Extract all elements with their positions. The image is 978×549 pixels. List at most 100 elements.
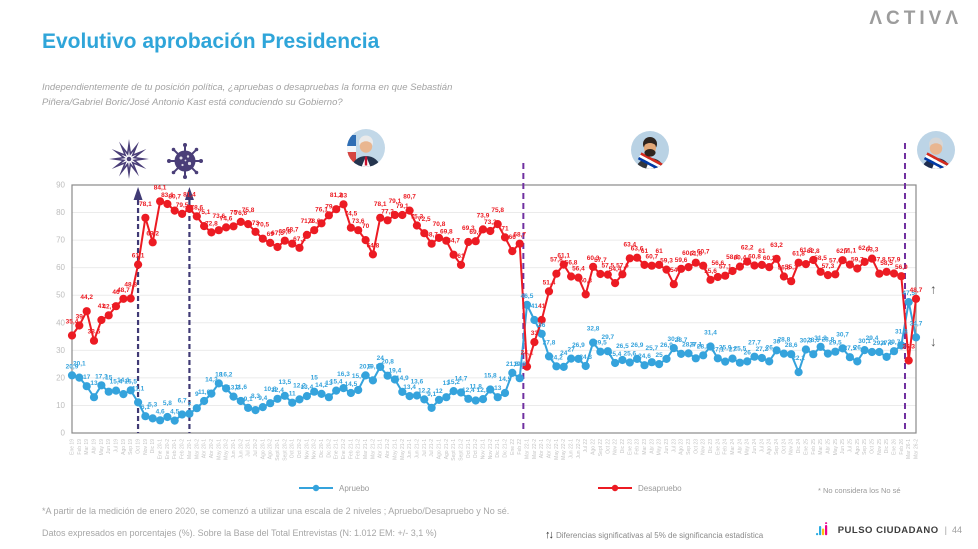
svg-text:20,9: 20,9: [359, 363, 372, 370]
svg-text:11,1: 11,1: [132, 385, 145, 392]
svg-text:Mar 22-2: Mar 22-2: [532, 439, 538, 459]
svg-text:28,8: 28,8: [778, 337, 791, 344]
svg-text:Dic 25: Dic 25: [884, 439, 890, 453]
svg-text:Ene 25: Ene 25: [803, 439, 809, 455]
svg-text:10,8: 10,8: [264, 386, 277, 393]
legend-item-apruebo: Apruebo: [298, 483, 369, 493]
svg-text:Oct 21-1: Oct 21-1: [466, 439, 472, 458]
svg-text:Sep 24: Sep 24: [774, 439, 780, 455]
svg-text:13: 13: [443, 380, 451, 387]
pulso-ciudadano-logo: PULSO CIUDADANO | 44: [815, 522, 962, 538]
svg-text:61: 61: [655, 248, 663, 255]
svg-text:69,8: 69,8: [278, 229, 291, 236]
svg-text:22,1: 22,1: [792, 355, 805, 362]
svg-text:33,5: 33,5: [88, 329, 101, 336]
svg-text:57,6: 57,6: [616, 262, 629, 269]
svg-text:13,6: 13,6: [411, 379, 424, 386]
svg-text:79: 79: [325, 203, 333, 210]
svg-text:May 19: May 19: [99, 439, 105, 456]
svg-text:Abr 25: Abr 25: [825, 439, 831, 454]
svg-text:39: 39: [76, 314, 84, 321]
svg-text:61,3: 61,3: [800, 247, 813, 254]
svg-text:Sept 22: Sept 22: [598, 439, 604, 456]
svg-text:Abr 24: Abr 24: [737, 439, 743, 454]
svg-text:33: 33: [531, 330, 539, 337]
svg-text:12,4: 12,4: [271, 387, 284, 394]
svg-text:83,1: 83,1: [161, 192, 174, 199]
svg-text:75,3: 75,3: [411, 214, 424, 221]
svg-text:Abr 23: Abr 23: [649, 439, 655, 454]
svg-text:13,4: 13,4: [301, 384, 314, 391]
svg-text:62,8: 62,8: [807, 248, 820, 255]
svg-text:Nov 25: Nov 25: [877, 439, 883, 455]
svg-text:72,5: 72,5: [418, 216, 431, 223]
svg-text:54,4: 54,4: [609, 266, 622, 273]
svg-text:Feb 19: Feb 19: [77, 439, 83, 455]
svg-text:Sep 19: Sep 19: [128, 439, 134, 455]
svg-text:32,8: 32,8: [587, 326, 600, 333]
svg-text:27,1: 27,1: [711, 346, 724, 353]
footnote-scale: *A partir de la medición de enero 2020, …: [42, 506, 510, 516]
svg-text:12,2: 12,2: [293, 382, 306, 389]
svg-text:25,4: 25,4: [609, 351, 622, 358]
desapruebo-labels: 35,43944,233,54142,74648,748,861,178,169…: [66, 184, 923, 356]
svg-text:79,1: 79,1: [396, 203, 409, 210]
svg-text:15: 15: [105, 375, 113, 382]
svg-text:12,2: 12,2: [418, 387, 431, 394]
svg-text:67,5: 67,5: [271, 230, 284, 237]
svg-text:13,5: 13,5: [278, 379, 291, 386]
svg-text:28,9: 28,9: [682, 341, 695, 348]
svg-text:Jun 22-1: Jun 22-1: [569, 439, 575, 459]
svg-text:Abr 21-2: Abr 21-2: [385, 439, 391, 458]
svg-text:May 22-2: May 22-2: [561, 439, 567, 460]
svg-text:25,5: 25,5: [734, 346, 747, 353]
svg-text:84,1: 84,1: [154, 184, 167, 191]
svg-text:26,9: 26,9: [660, 342, 673, 349]
svg-text:13,4: 13,4: [403, 384, 416, 391]
svg-text:80,7: 80,7: [168, 194, 181, 201]
svg-text:24,1: 24,1: [521, 350, 534, 357]
significant-change-arrow: ↓: [930, 334, 937, 349]
svg-text:19,9: 19,9: [513, 361, 526, 368]
svg-text:Nov 24: Nov 24: [789, 439, 795, 455]
svg-text:70,8: 70,8: [433, 221, 446, 228]
svg-text:Mar 25: Mar 25: [818, 439, 824, 455]
svg-text:Sep 23: Sep 23: [686, 439, 692, 455]
svg-text:51,4: 51,4: [543, 279, 556, 286]
svg-text:63,2: 63,2: [770, 242, 783, 249]
svg-text:Ago 22: Ago 22: [591, 439, 597, 455]
svg-text:Jul 21-2: Jul 21-2: [429, 439, 435, 457]
svg-text:27,5: 27,5: [844, 345, 857, 352]
svg-text:81,2: 81,2: [330, 192, 343, 199]
svg-text:58,8: 58,8: [726, 254, 739, 261]
svg-text:60,2: 60,2: [682, 250, 695, 257]
svg-text:36: 36: [538, 322, 546, 329]
svg-text:73,6: 73,6: [352, 218, 365, 225]
svg-text:Sep 25: Sep 25: [862, 439, 868, 455]
svg-text:Nov 21-1: Nov 21-1: [480, 439, 486, 460]
inicio-pandemia-line: [184, 187, 194, 433]
svg-text:61,1: 61,1: [844, 248, 857, 255]
pulso-brand-text: PULSO CIUDADANO: [837, 524, 939, 536]
svg-text:73: 73: [252, 220, 260, 227]
svg-text:9: 9: [195, 391, 199, 398]
plot-border: [71, 184, 917, 434]
svg-text:63,6: 63,6: [631, 246, 644, 253]
chart-legend: Apruebo Desapruebo * No considera los No…: [0, 483, 978, 499]
svg-text:Mar 20-1: Mar 20-1: [187, 439, 193, 459]
svg-text:24,6: 24,6: [638, 353, 651, 360]
svg-text:56,8: 56,8: [778, 265, 791, 272]
svg-text:15,8: 15,8: [484, 373, 497, 380]
svg-text:24: 24: [377, 355, 385, 362]
svg-text:9,4: 9,4: [258, 395, 267, 402]
svg-text:15,2: 15,2: [447, 379, 460, 386]
svg-text:56,4: 56,4: [572, 266, 585, 273]
svg-text:28,6: 28,6: [807, 337, 820, 344]
x-axis-labels: Ene 19 Feb 19 Mar 19 Abr 19 May 19 Jun 19 Jul …: [70, 439, 920, 461]
svg-text:18: 18: [215, 371, 223, 378]
svg-text:29,4: 29,4: [873, 340, 886, 347]
svg-text:60: 60: [56, 263, 65, 272]
svg-text:Nov 20-2: Nov 20-2: [312, 439, 318, 460]
svg-text:75: 75: [230, 209, 238, 216]
svg-text:73,3: 73,3: [484, 219, 497, 226]
